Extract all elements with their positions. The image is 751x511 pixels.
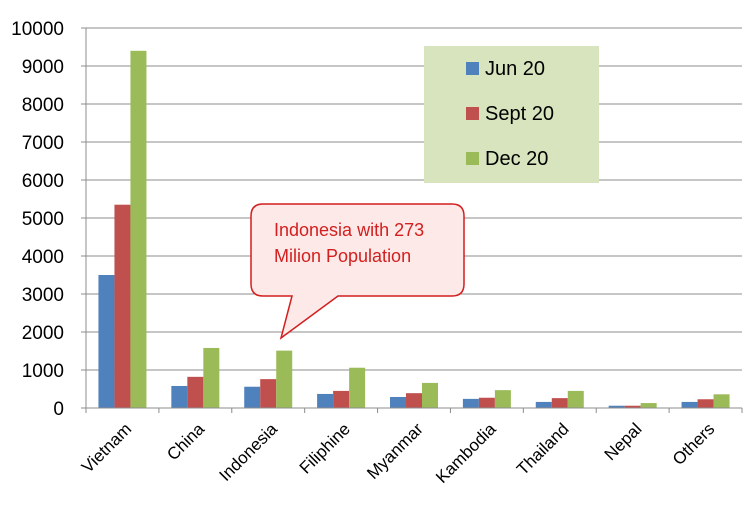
bar-others-sept-20 — [697, 399, 714, 408]
bar-thailand-jun-20 — [535, 401, 552, 408]
x-category-label: Nepal — [601, 419, 646, 464]
x-category-label: Myanmar — [363, 419, 427, 483]
x-category-label: Vietnam — [78, 419, 135, 476]
bar-kambodia-sept-20 — [478, 397, 495, 408]
bar-nepal-jun-20 — [608, 405, 625, 408]
y-tick-label: 7000 — [22, 133, 64, 154]
legend: Jun 20 Sept 20 Dec 20 — [424, 46, 599, 183]
bar-china-dec-20 — [203, 347, 220, 408]
gridlines — [86, 27, 742, 371]
bar-indonesia-dec-20 — [276, 350, 293, 408]
y-tick-label: 5000 — [22, 209, 64, 230]
x-category-label: Indonesia — [215, 419, 281, 485]
y-axis: 0 1000 2000 3000 4000 5000 6000 7000 8000 9000 100… — [11, 19, 87, 420]
x-axis: Vietnam China Indonesia Filiphine Myanmar Kam… — [78, 407, 743, 487]
legend-label: Sept 20 — [485, 103, 554, 125]
y-tick-label: 10000 — [11, 19, 64, 40]
legend-swatch — [466, 152, 479, 165]
y-tick-label: 0 — [53, 399, 64, 420]
bar-myanmar-sept-20 — [406, 393, 422, 408]
bar-vietnam-jun-20 — [98, 275, 115, 408]
bar-thailand-dec-20 — [567, 390, 584, 408]
legend-label: Dec 20 — [485, 148, 548, 170]
callout-text: Indonesia with 273 — [274, 220, 424, 240]
legend-swatch — [466, 107, 479, 120]
bars — [98, 50, 730, 409]
y-tick-label: 3000 — [22, 285, 64, 306]
bar-nepal-dec-20 — [640, 403, 657, 408]
x-category-label: Others — [669, 419, 719, 469]
bar-kambodia-jun-20 — [462, 398, 479, 408]
bar-others-dec-20 — [713, 394, 730, 408]
x-category-label: Kambodia — [432, 419, 500, 487]
y-tick-label: 8000 — [22, 95, 64, 116]
callout-text: Milion Population — [274, 246, 411, 266]
callout-bubble — [250, 203, 465, 340]
bar-thailand-sept-20 — [551, 398, 568, 408]
x-category-label: Filiphine — [296, 419, 354, 477]
bar-indonesia-sept-20 — [260, 379, 277, 408]
y-tick-label: 6000 — [22, 171, 64, 192]
legend-box — [424, 46, 599, 183]
y-tick-label: 9000 — [22, 57, 64, 78]
y-tick-label: 1000 — [22, 361, 64, 382]
bar-filiphine-jun-20 — [317, 393, 334, 408]
bar-myanmar-jun-20 — [390, 396, 406, 408]
bar-filiphine-dec-20 — [349, 367, 366, 408]
y-tick-label: 2000 — [22, 323, 64, 344]
bar-china-sept-20 — [187, 376, 204, 408]
bar-myanmar-dec-20 — [422, 382, 438, 408]
bar-china-jun-20 — [171, 385, 188, 408]
bar-indonesia-jun-20 — [244, 386, 261, 408]
x-category-label: China — [163, 419, 208, 464]
bar-filiphine-sept-20 — [333, 390, 350, 408]
bar-nepal-sept-20 — [624, 405, 641, 408]
y-tick-label: 4000 — [22, 247, 64, 268]
x-category-label: Thailand — [513, 419, 573, 479]
legend-swatch — [466, 62, 479, 75]
legend-label: Jun 20 — [485, 58, 545, 80]
bar-others-jun-20 — [681, 401, 698, 408]
bar-vietnam-sept-20 — [114, 204, 131, 408]
annotation-callout: Indonesia with 273 Milion Population — [250, 203, 465, 340]
bar-vietnam-dec-20 — [130, 50, 147, 409]
bar-kambodia-dec-20 — [494, 390, 511, 408]
